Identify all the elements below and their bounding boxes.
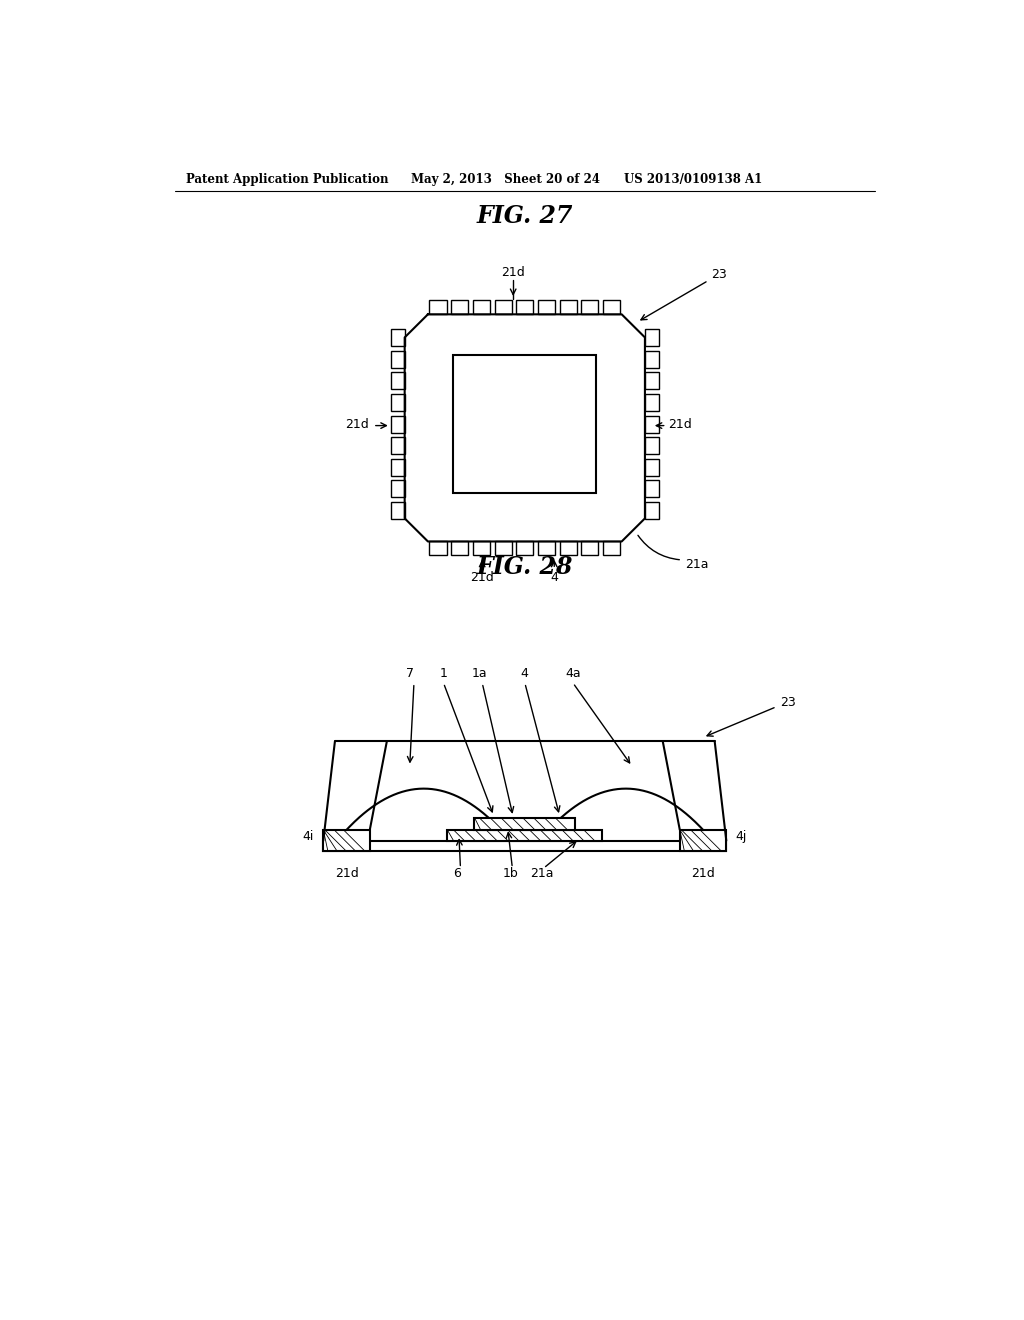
Text: 21d: 21d — [669, 417, 692, 430]
Bar — [391, 393, 404, 411]
Bar — [324, 830, 370, 851]
Bar — [495, 301, 512, 314]
Text: 1: 1 — [439, 667, 447, 680]
Bar — [429, 301, 446, 314]
Bar — [645, 372, 658, 389]
Bar — [645, 480, 658, 498]
Text: 4: 4 — [521, 667, 528, 680]
Bar — [391, 459, 404, 475]
Bar — [391, 351, 404, 368]
Text: FIG. 28: FIG. 28 — [476, 554, 573, 578]
Bar — [560, 301, 577, 314]
Bar — [495, 541, 512, 556]
Text: US 2013/0109138 A1: US 2013/0109138 A1 — [624, 173, 762, 186]
Text: 21a: 21a — [685, 558, 709, 572]
Text: 21d: 21d — [502, 265, 525, 279]
Bar — [473, 541, 489, 556]
Text: 6: 6 — [453, 867, 461, 880]
Bar — [391, 330, 404, 346]
Bar — [645, 393, 658, 411]
Bar — [447, 830, 602, 841]
Text: 4i: 4i — [303, 830, 314, 843]
Text: 1b: 1b — [503, 867, 519, 880]
Text: FIG. 27: FIG. 27 — [476, 205, 573, 228]
Bar — [538, 301, 555, 314]
Bar — [582, 541, 598, 556]
Bar — [516, 301, 534, 314]
Text: 21d: 21d — [335, 867, 358, 880]
Text: 21d: 21d — [470, 570, 494, 583]
Bar — [538, 541, 555, 556]
Text: 4a: 4a — [565, 667, 581, 680]
Text: 21a: 21a — [530, 867, 554, 880]
Text: 4: 4 — [550, 570, 558, 583]
Text: 4j: 4j — [735, 830, 746, 843]
Bar — [473, 301, 489, 314]
Text: 23: 23 — [780, 696, 797, 709]
Bar — [391, 416, 404, 433]
Bar — [645, 459, 658, 475]
Bar — [603, 301, 621, 314]
Bar — [391, 502, 404, 519]
Bar — [582, 301, 598, 314]
Bar — [391, 372, 404, 389]
Text: 23: 23 — [711, 268, 727, 281]
Bar — [474, 817, 575, 830]
Text: Patent Application Publication: Patent Application Publication — [186, 173, 389, 186]
Text: May 2, 2013   Sheet 20 of 24: May 2, 2013 Sheet 20 of 24 — [411, 173, 600, 186]
Bar — [680, 830, 726, 851]
Bar — [453, 355, 597, 494]
Bar — [645, 502, 658, 519]
Bar — [391, 437, 404, 454]
Bar — [645, 351, 658, 368]
Text: 7: 7 — [407, 667, 414, 680]
Bar — [645, 330, 658, 346]
Bar — [645, 416, 658, 433]
Text: 21d: 21d — [345, 417, 369, 430]
Bar — [391, 480, 404, 498]
Bar — [452, 541, 468, 556]
Bar — [429, 541, 446, 556]
Bar — [452, 301, 468, 314]
Bar — [324, 841, 726, 851]
Text: 21d: 21d — [691, 867, 715, 880]
Bar — [603, 541, 621, 556]
Bar — [560, 541, 577, 556]
Text: 1a: 1a — [472, 667, 487, 680]
Bar — [516, 541, 534, 556]
Bar — [645, 437, 658, 454]
